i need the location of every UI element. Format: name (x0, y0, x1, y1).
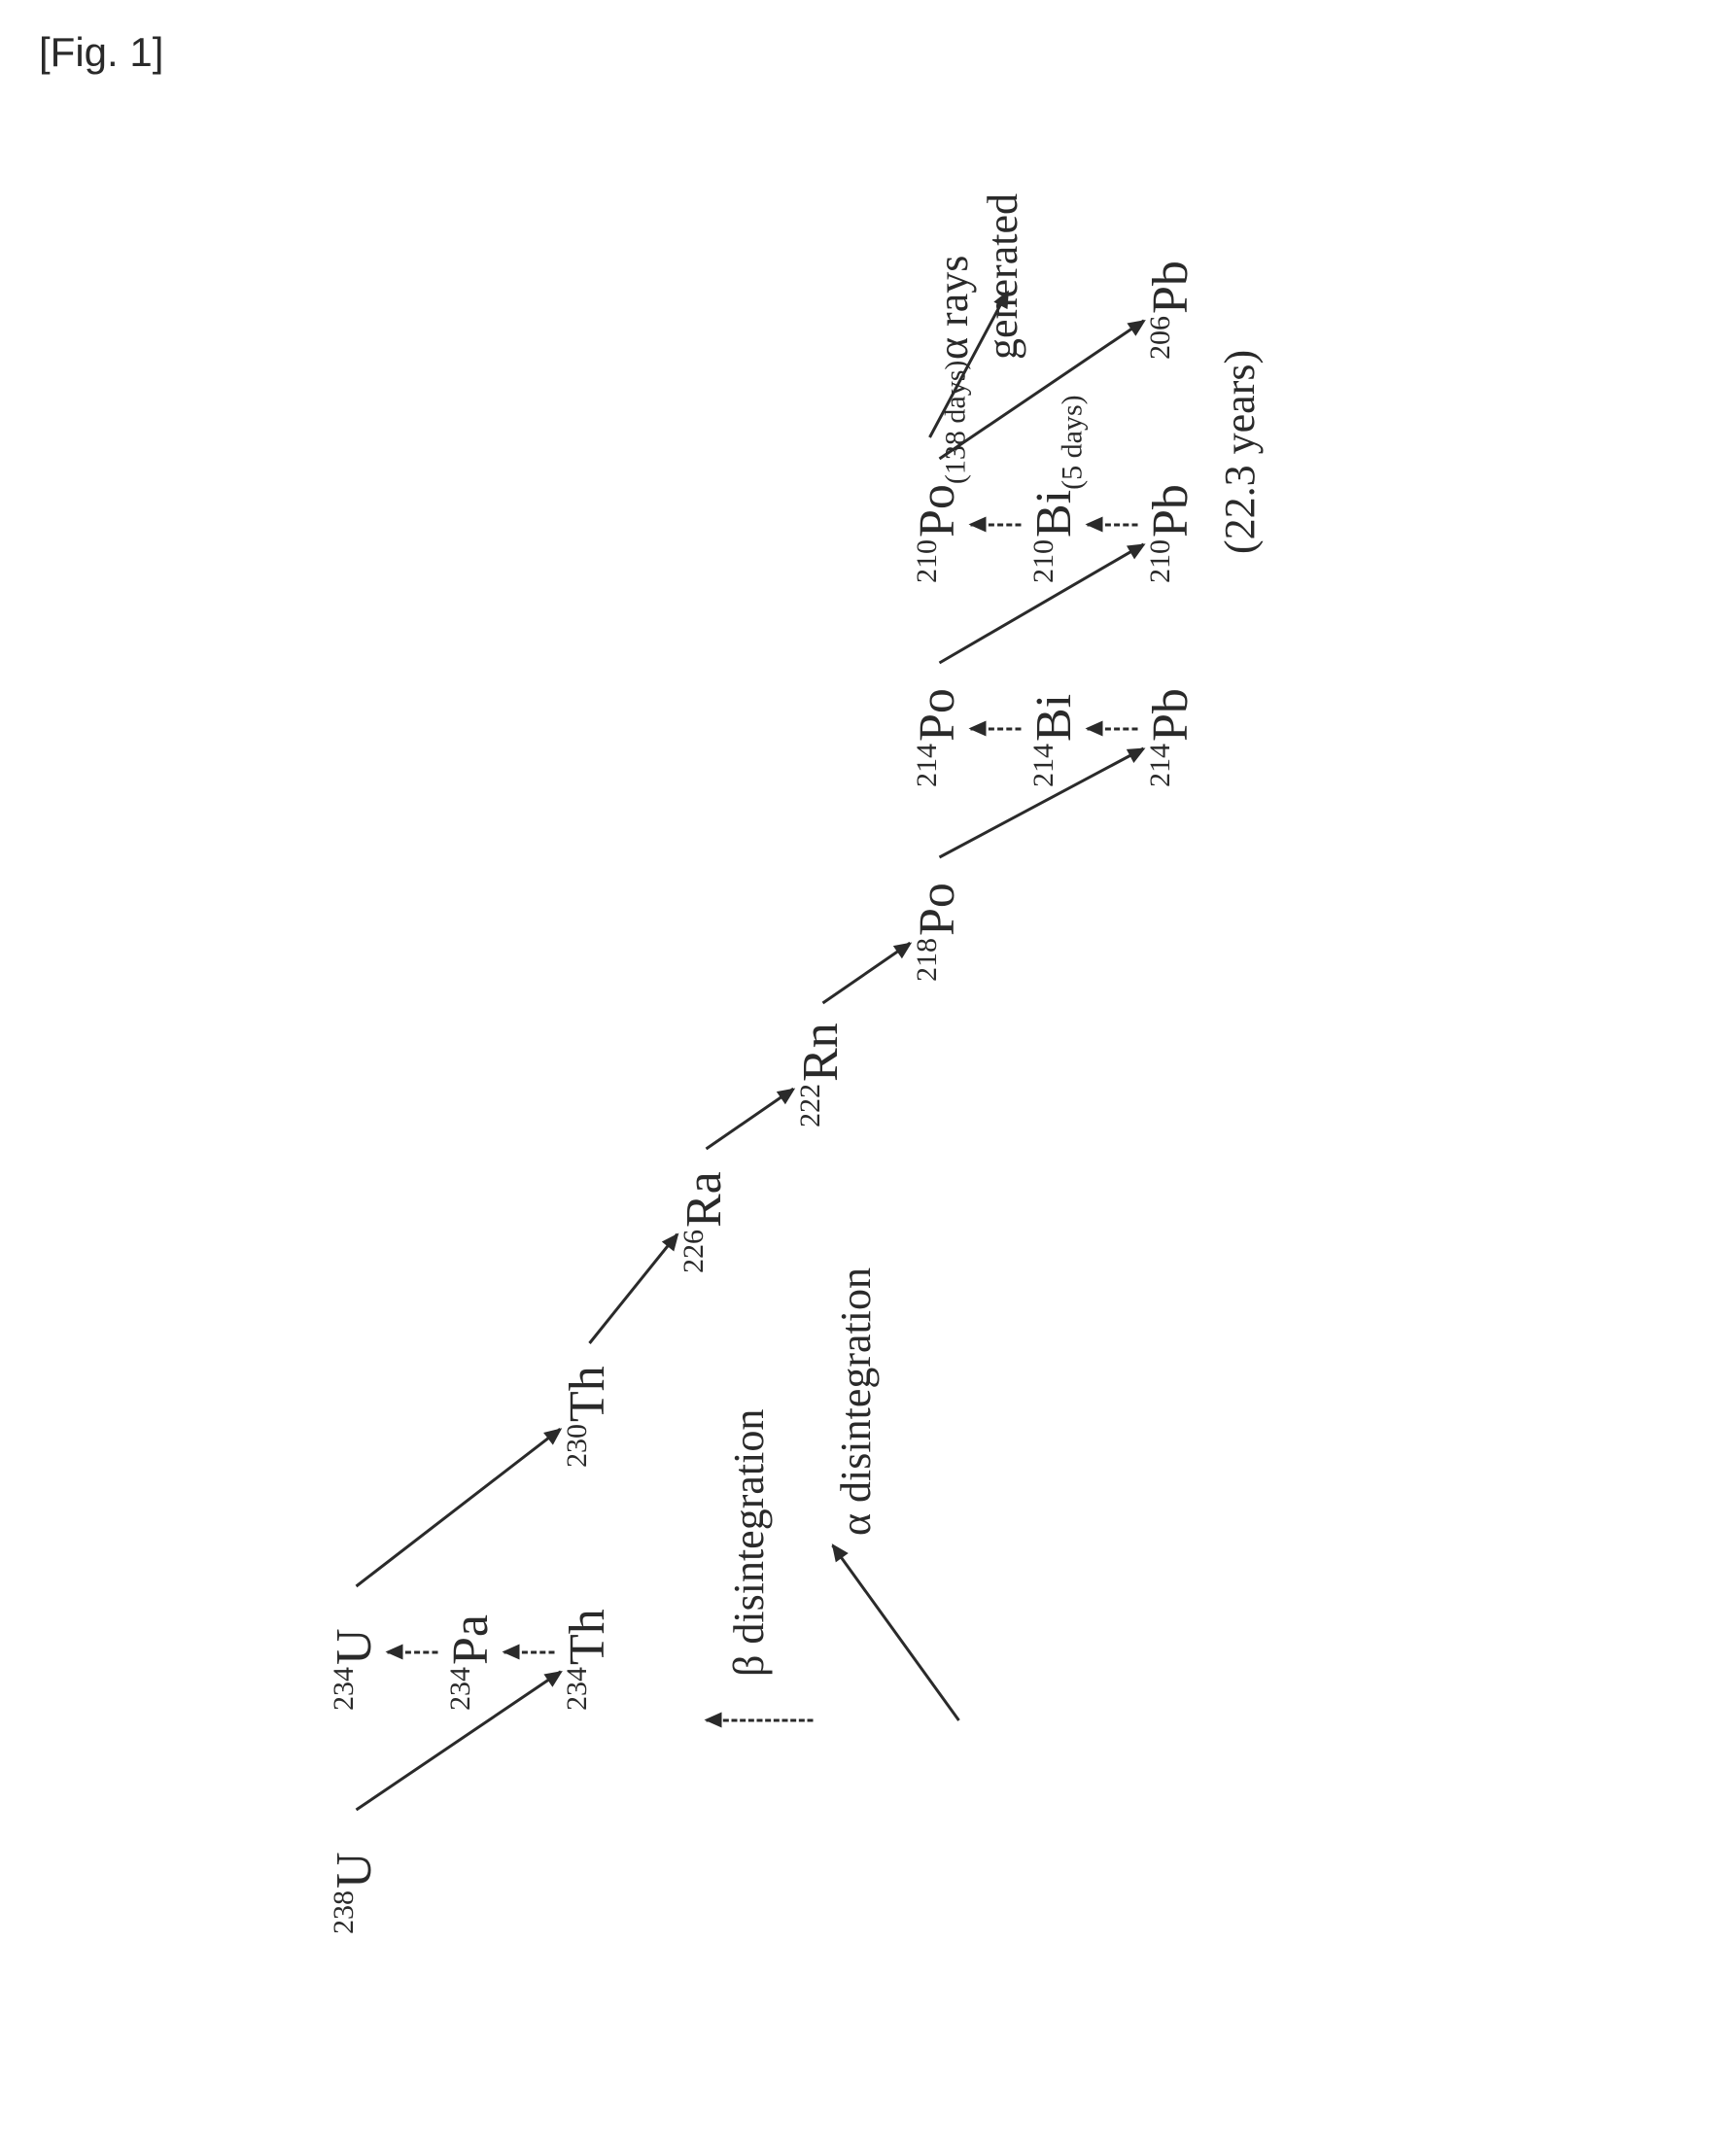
mass-number: 234 (561, 1667, 593, 1711)
element-symbol: Po (910, 688, 965, 742)
half-life-note-pb210: (22.3 years) (1215, 350, 1265, 554)
edge-bi214-po214 (971, 728, 1022, 731)
isotope-po214: 214Po (909, 688, 966, 787)
edge-ra226-rn222 (706, 1088, 795, 1150)
isotope-pb206: 206Pb (1142, 260, 1199, 360)
mass-number: 218 (911, 938, 943, 982)
element-symbol: U (327, 1852, 382, 1889)
element-symbol: U (327, 1628, 382, 1665)
element-symbol: Th (560, 1366, 615, 1422)
edge-bi210-po210 (971, 524, 1022, 527)
edge-pb210-bi210 (1088, 524, 1138, 527)
mass-number: 210 (1144, 539, 1176, 583)
element-symbol: Po (910, 484, 965, 538)
element-symbol: Th (560, 1609, 615, 1665)
isotope-ra226: 226Ra (676, 1171, 733, 1273)
edge-th234-pa234 (504, 1651, 555, 1654)
mass-number: 206 (1144, 316, 1176, 360)
element-symbol: Bi (1026, 694, 1082, 742)
element-symbol: Pb (1143, 260, 1198, 314)
isotope-th234: 234Th (559, 1609, 616, 1711)
isotope-u234: 234U (326, 1628, 383, 1711)
alpha-rays-label: α raysgenerated (928, 193, 1027, 360)
edge-th230-ra226 (588, 1233, 677, 1344)
decay-diagram-stage: 238U234U234Pa234Th230Th226Ra222Rn218Po21… (0, 433, 1736, 1754)
isotope-rn222: 222Rn (792, 1023, 850, 1127)
mass-number: 230 (561, 1424, 593, 1468)
mass-number: 210 (1027, 539, 1059, 583)
isotope-pa234: 234Pa (442, 1614, 500, 1711)
legend-alpha-label: α disintegration (831, 1267, 881, 1536)
element-symbol: Pa (443, 1614, 499, 1665)
mass-number: 214 (1027, 744, 1059, 787)
mass-number: 234 (444, 1667, 476, 1711)
edge-rn222-po218 (822, 942, 912, 1004)
isotope-pb214: 214Pb (1142, 688, 1199, 787)
isotope-bi214: 214Bi (1025, 694, 1083, 787)
alpha-rays-line2: generated (978, 193, 1027, 360)
decay-diagram-inner: 238U234U234Pa234Th230Th226Ra222Rn218Po21… (209, 175, 1531, 2012)
element-symbol: Pb (1143, 484, 1198, 538)
element-symbol: Pb (1143, 688, 1198, 742)
isotope-pb210: 210Pb (1142, 484, 1199, 583)
edge-pb214-bi214 (1088, 728, 1138, 731)
isotope-po210: 210Po(138 days) (909, 361, 972, 583)
edge-pa234-u234 (388, 1651, 438, 1654)
mass-number: 222 (794, 1084, 826, 1127)
isotope-u238: 238U (326, 1852, 383, 1934)
alpha-rays-line1: α rays (928, 193, 978, 360)
figure-caption: [Fig. 1] (39, 29, 163, 76)
mass-number: 214 (911, 744, 943, 787)
mass-number: 214 (1144, 744, 1176, 787)
element-symbol: Po (910, 883, 965, 936)
element-symbol: Bi (1026, 490, 1082, 538)
isotope-po218: 218Po (909, 883, 966, 982)
element-symbol: Rn (793, 1023, 849, 1082)
isotope-bi210: 210Bi(5 days) (1025, 395, 1089, 583)
isotope-th230: 230Th (559, 1366, 616, 1468)
legend-alpha-arrow (831, 1544, 959, 1721)
element-symbol: Ra (677, 1171, 732, 1228)
mass-number: 210 (911, 539, 943, 583)
legend-beta-label: β disintegration (724, 1409, 774, 1677)
edge-u234-th230 (356, 1428, 562, 1587)
half-life-note: (5 days) (1056, 395, 1088, 489)
legend-beta-arrow (707, 1719, 814, 1722)
mass-number: 238 (328, 1890, 360, 1934)
half-life-note: (138 days) (939, 361, 971, 484)
mass-number: 234 (328, 1667, 360, 1711)
